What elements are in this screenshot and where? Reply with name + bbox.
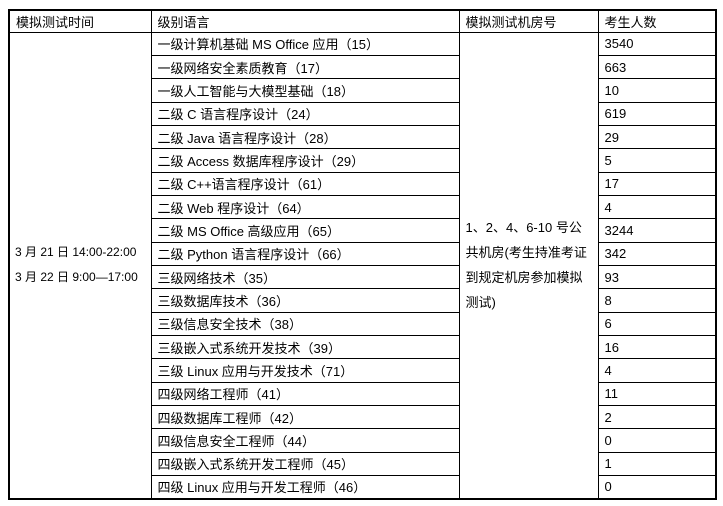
test-time-cell: 3 月 21 日 14:00-22:00 3 月 22 日 9:00—17:00 bbox=[8, 31, 152, 500]
subject-cell: 四级数据库工程师（42） bbox=[150, 404, 460, 430]
table-row: 四级嵌入式系统开发工程师（45） 1 bbox=[9, 451, 717, 477]
table-row: 二级 Web 程序设计（64） 4 bbox=[9, 194, 717, 220]
table-row: 三级嵌入式系统开发技术（39） 16 bbox=[9, 334, 717, 360]
candidate-count-cell: 17 bbox=[597, 171, 717, 196]
subject-cell: 三级数据库技术（36） bbox=[150, 288, 460, 313]
subject-cell: 一级计算机基础 MS Office 应用（15） bbox=[150, 31, 460, 56]
subject-cell: 三级信息安全技术（38） bbox=[150, 311, 460, 336]
subject-cell: 一级网络安全素质教育（17） bbox=[150, 54, 460, 80]
header-row: 模拟测试时间 级别语言 模拟测试机房号 考生人数 bbox=[8, 9, 717, 33]
subject-cell: 二级 Python 语言程序设计（66） bbox=[150, 241, 460, 266]
candidate-count-cell: 93 bbox=[597, 264, 717, 290]
candidate-count-cell: 11 bbox=[597, 381, 717, 407]
table-row: 二级 C 语言程序设计（24） 619 bbox=[9, 101, 717, 126]
exam-schedule-table: 模拟测试时间 级别语言 模拟测试机房号 考生人数 3 月 21 日 14:00-… bbox=[8, 9, 717, 500]
table-row: 三级 Linux 应用与开发技术（71） 4 bbox=[9, 358, 717, 383]
candidate-count-cell: 2 bbox=[597, 404, 717, 430]
subject-cell: 二级 Access 数据库程序设计（29） bbox=[150, 148, 460, 173]
candidate-count-cell: 619 bbox=[597, 101, 717, 126]
subject-cell: 四级信息安全工程师（44） bbox=[150, 428, 460, 453]
candidate-count-cell: 6 bbox=[597, 311, 717, 336]
candidate-count-cell: 663 bbox=[597, 54, 717, 80]
candidate-count-cell: 0 bbox=[597, 475, 717, 500]
candidate-count-cell: 4 bbox=[597, 194, 717, 220]
table-row: 三级网络技术（35） 93 bbox=[9, 264, 717, 290]
candidate-count-cell: 5 bbox=[597, 148, 717, 173]
candidate-count-cell: 3244 bbox=[597, 218, 717, 243]
subject-cell: 四级 Linux 应用与开发工程师（46） bbox=[150, 475, 460, 500]
subject-cell: 二级 Java 语言程序设计（28） bbox=[150, 124, 460, 150]
table-row: 四级数据库工程师（42） 2 bbox=[9, 404, 717, 430]
table-row: 二级 Python 语言程序设计（66） 342 bbox=[9, 241, 717, 266]
candidate-count-cell: 3540 bbox=[597, 31, 717, 56]
table-row: 四级信息安全工程师（44） 0 bbox=[9, 428, 717, 453]
candidate-count-cell: 0 bbox=[597, 428, 717, 453]
subject-cell: 一级人工智能与大模型基础（18） bbox=[150, 78, 460, 103]
subject-cell: 二级 C 语言程序设计（24） bbox=[150, 101, 460, 126]
candidate-count-cell: 342 bbox=[597, 241, 717, 266]
subject-cell: 三级 Linux 应用与开发技术（71） bbox=[150, 358, 460, 383]
subject-cell: 二级 Web 程序设计（64） bbox=[150, 194, 460, 220]
subject-cell: 二级 MS Office 高级应用（65） bbox=[150, 218, 460, 243]
table-row: 一级网络安全素质教育（17） 663 bbox=[9, 54, 717, 80]
table-row: 三级信息安全技术（38） 6 bbox=[9, 311, 717, 336]
candidate-count-cell: 1 bbox=[597, 451, 717, 477]
candidate-count-cell: 29 bbox=[597, 124, 717, 150]
header-test-time: 模拟测试时间 bbox=[8, 9, 152, 33]
candidate-count-cell: 4 bbox=[597, 358, 717, 383]
header-level-language: 级别语言 bbox=[150, 9, 460, 33]
table-row: 四级 Linux 应用与开发工程师（46） 0 bbox=[9, 475, 717, 500]
table-row: 二级 Access 数据库程序设计（29） 5 bbox=[9, 148, 717, 173]
test-time-line: 3 月 21 日 14:00-22:00 bbox=[15, 245, 137, 260]
subject-cell: 四级网络工程师（41） bbox=[150, 381, 460, 407]
table-row: 三级数据库技术（36） 8 bbox=[9, 288, 717, 313]
test-time-line: 3 月 22 日 9:00—17:00 bbox=[15, 270, 138, 285]
candidate-count-cell: 10 bbox=[597, 78, 717, 103]
room-note-cell: 1、2、4、6-10 号公共机房(考生持准考证到规定机房参加模拟测试) bbox=[458, 31, 599, 500]
candidate-count-cell: 16 bbox=[597, 334, 717, 360]
table-row: 二级 MS Office 高级应用（65） 3244 bbox=[9, 218, 717, 243]
subject-cell: 三级网络技术（35） bbox=[150, 264, 460, 290]
table-row: 二级 Java 语言程序设计（28） 29 bbox=[9, 124, 717, 150]
candidate-count-cell: 8 bbox=[597, 288, 717, 313]
subject-cell: 二级 C++语言程序设计（61） bbox=[150, 171, 460, 196]
table-row: 四级网络工程师（41） 11 bbox=[9, 381, 717, 407]
subject-cell: 三级嵌入式系统开发技术（39） bbox=[150, 334, 460, 360]
header-room-number: 模拟测试机房号 bbox=[458, 9, 599, 33]
header-candidate-count: 考生人数 bbox=[597, 9, 717, 33]
table-row: 3 月 21 日 14:00-22:00 3 月 22 日 9:00—17:00 一… bbox=[8, 31, 717, 500]
subject-cell: 四级嵌入式系统开发工程师（45） bbox=[150, 451, 460, 477]
